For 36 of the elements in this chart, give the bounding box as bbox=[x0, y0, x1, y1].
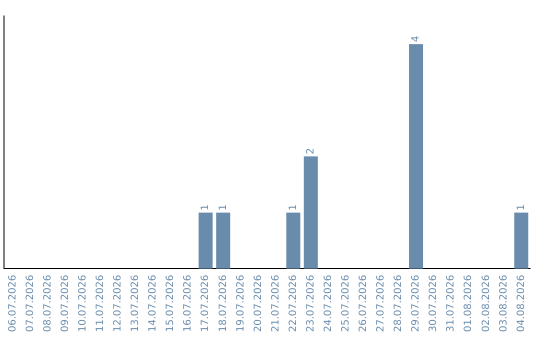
x-tick-label: 01.08.2026 bbox=[463, 274, 474, 332]
x-tick-label: 17.07.2026 bbox=[200, 274, 212, 332]
x-tick-label: 23.07.2026 bbox=[305, 274, 316, 332]
data-label: 1 bbox=[218, 204, 229, 211]
x-tick-label: 07.07.2026 bbox=[24, 274, 36, 332]
x-tick-label: 21.07.2026 bbox=[270, 274, 282, 332]
x-tick-label: 20.07.2026 bbox=[252, 274, 264, 332]
data-label: 1 bbox=[288, 204, 299, 211]
x-tick-label: 11.07.2026 bbox=[95, 274, 106, 332]
data-label: 1 bbox=[200, 204, 212, 211]
x-tick-label: 25.07.2026 bbox=[340, 274, 352, 332]
data-label: 1 bbox=[516, 204, 527, 211]
x-tick-label: 06.07.2026 bbox=[7, 274, 18, 332]
x-tick-label: 09.07.2026 bbox=[60, 274, 71, 332]
x-tick-label: 03.08.2026 bbox=[498, 274, 510, 332]
x-tick-label: 22.07.2026 bbox=[288, 274, 299, 332]
x-tick-label: 28.07.2026 bbox=[393, 274, 404, 332]
x-tick-label: 30.07.2026 bbox=[428, 274, 440, 332]
x-tick-label: 27.07.2026 bbox=[376, 274, 387, 332]
x-tick-label: 31.07.2026 bbox=[446, 274, 457, 332]
x-tick-label: 13.07.2026 bbox=[130, 274, 142, 332]
x-tick-label: 15.07.2026 bbox=[165, 274, 176, 332]
x-tick-label: 18.07.2026 bbox=[218, 274, 229, 332]
x-tick-label: 19.07.2026 bbox=[235, 274, 246, 332]
x-tick-label: 14.07.2026 bbox=[148, 274, 159, 332]
data-label: 4 bbox=[410, 36, 422, 42]
x-tick-label: 29.07.2026 bbox=[410, 274, 422, 332]
x-tick-label: 02.08.2026 bbox=[480, 274, 492, 332]
x-tick-label: 16.07.2026 bbox=[182, 274, 194, 332]
x-tick-label: 10.07.2026 bbox=[77, 274, 88, 332]
x-tick-label: 24.07.2026 bbox=[322, 274, 334, 332]
data-label: 2 bbox=[305, 148, 316, 154]
x-tick-label: 12.07.2026 bbox=[112, 274, 124, 332]
x-tick-label: 26.07.2026 bbox=[358, 274, 370, 332]
x-tick-label: 04.08.2026 bbox=[516, 274, 527, 332]
x-tick-label: 08.07.2026 bbox=[42, 274, 54, 332]
